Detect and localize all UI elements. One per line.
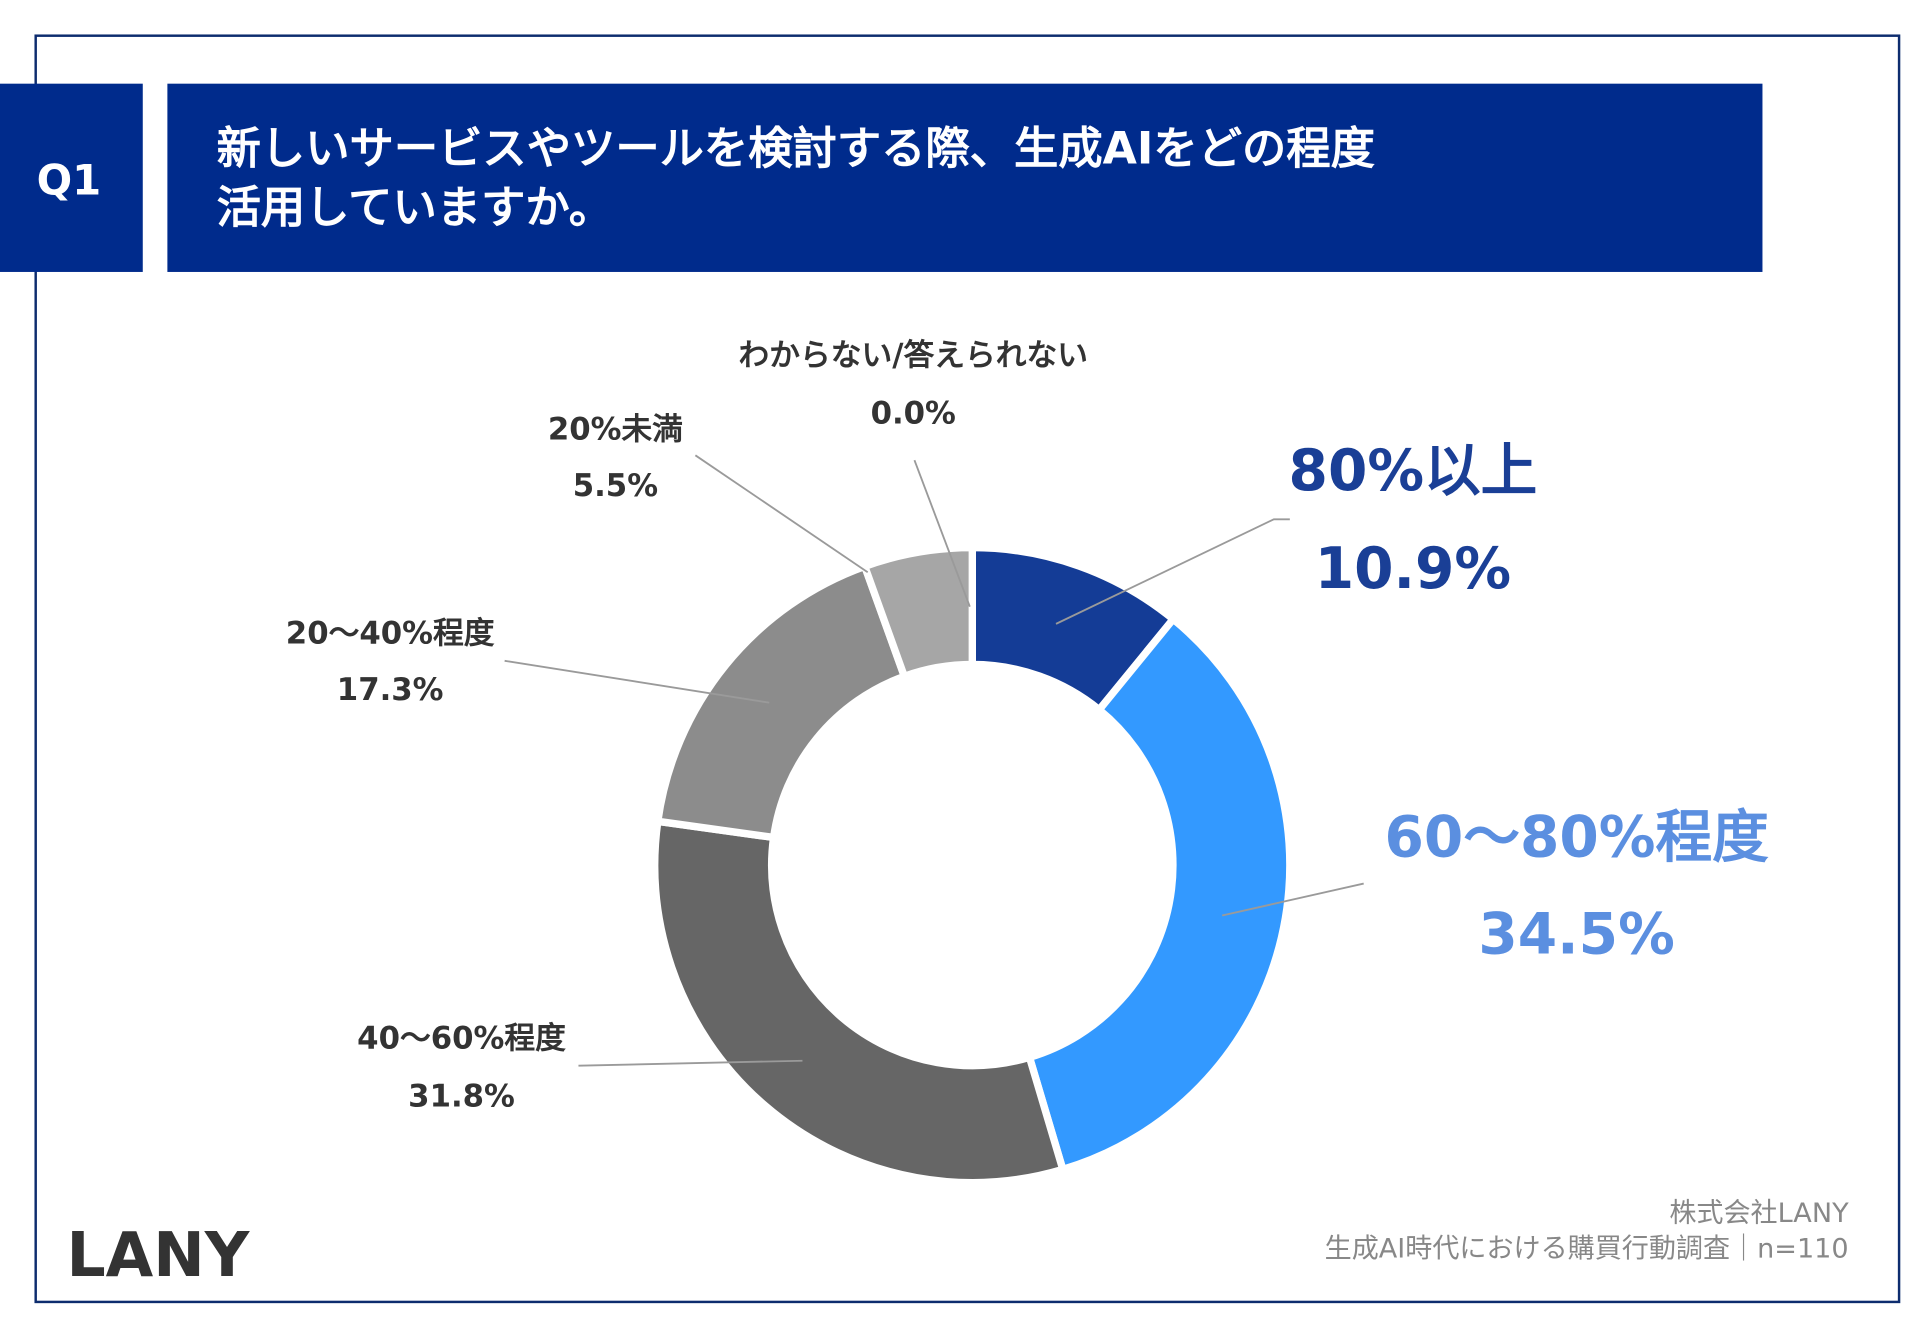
leader-line-20-40	[504, 659, 770, 704]
footer-source: 生成AI時代における購買行動調査｜n=110	[1325, 1233, 1849, 1265]
outer-frame	[34, 34, 1901, 1304]
donut-slice-3	[653, 561, 910, 842]
question-number-box	[0, 83, 143, 272]
leader-line-60-80	[1221, 882, 1364, 917]
leader-line-unknown	[913, 459, 971, 607]
question-title-line1: 新しいサービスやツールを検討する際、生成AIをどの程度	[217, 124, 1376, 175]
slice-label-20-40: 20〜40%程度	[286, 616, 495, 652]
slice-label-80-plus: 80%以上	[1289, 438, 1538, 504]
leader-line-under-20	[694, 454, 869, 573]
donut-slice-1	[1024, 613, 1294, 1174]
slice-value-20-40: 17.3%	[337, 672, 444, 708]
donut-slice-2	[651, 817, 1068, 1187]
question-number: Q1	[37, 155, 102, 204]
leader-line-80-plus	[1055, 518, 1290, 625]
slice-value-40-60: 31.8%	[408, 1078, 515, 1114]
donut-chart	[651, 543, 1294, 1187]
slice-label-60-80: 60〜80%程度	[1385, 804, 1770, 870]
slice-label-40-60: 40〜60%程度	[357, 1020, 566, 1056]
slice-value-80-plus: 10.9%	[1315, 536, 1511, 602]
donut-slice-4	[860, 543, 976, 682]
question-title-line2: 活用していますか。	[217, 183, 614, 234]
slice-label-under-20: 20%未満	[548, 411, 683, 447]
footer-company: 株式会社LANY	[1669, 1198, 1849, 1229]
leader-line-40-60	[578, 1059, 803, 1067]
title-box	[167, 83, 1763, 272]
slice-label-unknown: わからない/答えられない	[738, 337, 1088, 373]
slice-value-unknown: 0.0%	[871, 395, 956, 431]
lany-logo: LANY	[66, 1219, 250, 1291]
slice-value-under-20: 5.5%	[573, 468, 658, 504]
slice-value-60-80: 34.5%	[1478, 902, 1674, 968]
